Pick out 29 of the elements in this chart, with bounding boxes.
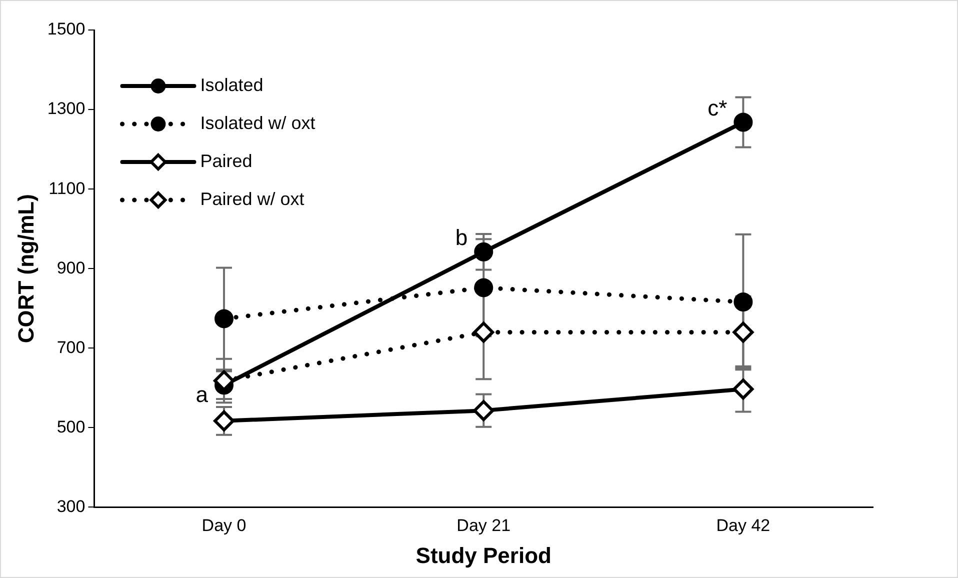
legend-label: Paired: [200, 150, 252, 171]
x-tick-label: Day 42: [716, 516, 770, 536]
y-axis-title: CORT (ng/mL): [13, 194, 38, 344]
point: [473, 400, 494, 422]
annotation: a: [196, 382, 209, 407]
point: [732, 378, 754, 400]
y-tick-label: 1500: [47, 20, 86, 39]
legend-label: Isolated: [200, 74, 264, 95]
point: [214, 410, 235, 432]
point: [732, 322, 754, 343]
annotation: b: [455, 224, 468, 250]
legend-label: Isolated w/ oxt: [200, 112, 316, 133]
y-tick-label: 900: [56, 258, 86, 278]
y-tick-label: 500: [56, 417, 86, 436]
point: [734, 292, 753, 312]
x-axis-title: Study Period: [416, 542, 552, 568]
y-tick-label: 300: [56, 496, 86, 516]
annotation: c*: [708, 96, 728, 121]
x-tick-label: Day 21: [456, 516, 511, 536]
legend-label: Paired w/ oxt: [200, 188, 304, 209]
point: [214, 309, 234, 328]
point: [734, 112, 753, 132]
point: [473, 322, 494, 343]
point: [474, 278, 494, 298]
x-tick-label: Day 0: [202, 516, 246, 536]
y-tick-label: 1100: [48, 178, 86, 198]
y-tick-label: 1300: [47, 99, 86, 118]
y-tick-label: 700: [56, 338, 86, 357]
point: [474, 242, 494, 262]
